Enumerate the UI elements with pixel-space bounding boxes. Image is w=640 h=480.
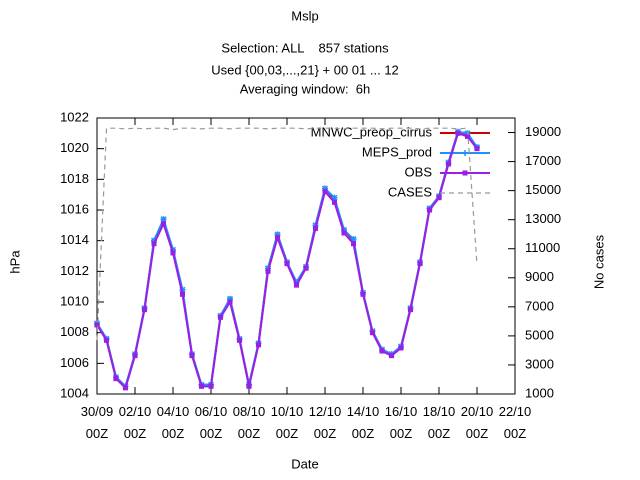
x-tick-label: 16/10 00Z xyxy=(384,404,418,441)
point xyxy=(226,295,234,302)
point xyxy=(94,322,100,328)
point xyxy=(199,383,204,389)
point xyxy=(436,195,442,201)
y2-tick-label: 1000 xyxy=(525,385,554,400)
point xyxy=(160,216,167,223)
point xyxy=(189,353,195,359)
point xyxy=(408,307,413,313)
y-tick-label: 1016 xyxy=(60,201,89,216)
y2-tick-label: 13000 xyxy=(525,211,561,226)
x-tick-label: 18/10 00Z xyxy=(422,404,456,441)
x-axis-label: Date xyxy=(291,456,318,471)
point xyxy=(274,231,281,238)
point xyxy=(417,261,423,267)
point xyxy=(170,250,176,256)
x-tick-label: 08/10 00Z xyxy=(232,404,266,441)
legend-label: MNWC_preop_cirrus xyxy=(311,124,433,139)
point xyxy=(446,161,451,167)
y2-tick-label: 11000 xyxy=(525,240,560,255)
point xyxy=(284,261,290,267)
x-tick-label: 30/09 00Z xyxy=(80,404,114,441)
x-tick-label: 12/10 00Z xyxy=(308,404,342,441)
y-tick-label: 1018 xyxy=(60,171,89,186)
y2-tick-label: 7000 xyxy=(525,298,554,313)
x-tick-label: 06/10 00Z xyxy=(194,404,228,441)
point xyxy=(227,299,233,305)
y-tick-label: 1004 xyxy=(60,385,89,400)
point xyxy=(151,241,157,247)
x-tick-label: 04/10 00Z xyxy=(156,404,190,441)
point xyxy=(180,291,185,297)
legend-label: MEPS_prod xyxy=(362,144,432,159)
legend-label: CASES xyxy=(388,184,432,199)
y2-tick-label: 19000 xyxy=(525,124,561,139)
point xyxy=(161,221,166,227)
point xyxy=(389,353,394,359)
y2-tick-label: 17000 xyxy=(525,153,561,168)
legend-marker xyxy=(462,150,468,156)
x-tick-label: 20/10 00Z xyxy=(460,404,494,441)
x-tick-label: 10/10 00Z xyxy=(270,404,304,441)
point xyxy=(351,241,356,247)
point xyxy=(455,130,461,136)
y2-tick-label: 5000 xyxy=(525,327,554,342)
point xyxy=(350,236,357,243)
y-tick-label: 1014 xyxy=(60,232,89,247)
point xyxy=(208,383,214,389)
y-tick-label: 1010 xyxy=(60,293,89,308)
point xyxy=(265,268,271,274)
subtitle: Used {00,03,...,21} + 00 01 ... 12 xyxy=(211,62,399,77)
point xyxy=(132,353,138,359)
point xyxy=(313,225,318,231)
point xyxy=(321,185,329,192)
y-tick-label: 1008 xyxy=(60,324,89,339)
point xyxy=(293,279,300,286)
point xyxy=(218,314,223,320)
legend-marker xyxy=(462,170,468,176)
point xyxy=(465,133,470,139)
y2-tick-label: 9000 xyxy=(525,269,554,284)
point xyxy=(142,307,147,313)
point xyxy=(332,199,337,205)
point xyxy=(104,337,109,343)
y-axis-label: hPa xyxy=(7,250,22,274)
point xyxy=(370,330,375,336)
subtitle: Averaging window: 6h xyxy=(240,81,371,96)
point xyxy=(341,230,347,236)
point xyxy=(123,385,128,391)
point xyxy=(379,348,385,354)
point xyxy=(303,265,309,271)
y-tick-label: 1012 xyxy=(60,263,89,278)
point xyxy=(113,376,119,382)
point xyxy=(246,383,252,389)
point xyxy=(360,291,366,297)
point xyxy=(256,342,261,348)
series-line xyxy=(96,127,478,341)
point xyxy=(294,282,299,288)
point xyxy=(237,337,242,343)
plot-frame xyxy=(96,117,516,395)
point xyxy=(322,189,328,195)
point xyxy=(179,286,186,293)
point xyxy=(474,146,480,152)
point xyxy=(398,345,404,351)
x-tick-label: 14/10 00Z xyxy=(346,404,380,441)
x-tick-label: 02/10 00Z xyxy=(118,404,152,441)
y2-tick-label: 3000 xyxy=(525,356,554,371)
point xyxy=(427,207,432,213)
y-tick-label: 1006 xyxy=(60,355,89,370)
y-tick-label: 1022 xyxy=(60,109,89,124)
y2-axis-label: No cases xyxy=(591,234,606,289)
x-tick-label: 22/10 00Z xyxy=(498,404,532,441)
chart-title: Mslp xyxy=(291,8,318,23)
point xyxy=(150,237,158,244)
y-tick-label: 1020 xyxy=(60,140,89,155)
point xyxy=(331,194,338,201)
legend-label: OBS xyxy=(405,164,433,179)
point xyxy=(275,235,280,241)
subtitle: Selection: ALL 857 stations xyxy=(221,40,389,55)
y2-tick-label: 15000 xyxy=(525,182,561,197)
